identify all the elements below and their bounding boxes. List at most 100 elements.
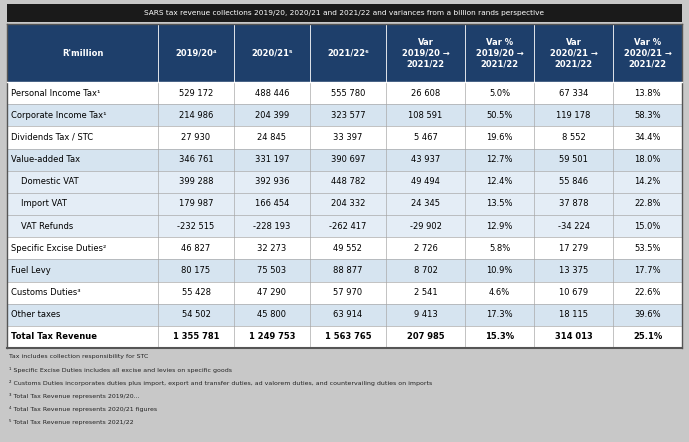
Text: 12.7%: 12.7% [486,155,513,164]
Text: -232 515: -232 515 [177,221,215,231]
Text: ¹ Specific Excise Duties includes all excise and levies on specific goods: ¹ Specific Excise Duties includes all ex… [9,367,232,373]
Text: 17.7%: 17.7% [635,266,661,275]
Text: ⁴ Total Tax Revenue represents 2020/21 figures: ⁴ Total Tax Revenue represents 2020/21 f… [9,406,157,412]
Text: -228 193: -228 193 [254,221,291,231]
Text: Domestic VAT: Domestic VAT [21,177,79,186]
Bar [7,4,682,22]
Text: 207 985: 207 985 [407,332,444,341]
Text: 331 197: 331 197 [255,155,289,164]
Text: 108 591: 108 591 [409,111,443,120]
Bar [7,171,682,193]
Text: 392 936: 392 936 [255,177,289,186]
Text: ⁵ Total Tax Revenue represents 2021/22: ⁵ Total Tax Revenue represents 2021/22 [9,419,134,425]
Bar [7,282,682,304]
Text: Var
2020/21 →
2021/22: Var 2020/21 → 2021/22 [550,38,597,68]
Text: 26 608: 26 608 [411,88,440,98]
Text: 10 679: 10 679 [559,288,588,297]
Text: 119 178: 119 178 [557,111,591,120]
Text: 54 502: 54 502 [182,310,210,319]
Text: 399 288: 399 288 [178,177,214,186]
Text: 5 467: 5 467 [413,133,438,142]
Bar [7,326,682,348]
Text: 63 914: 63 914 [333,310,362,319]
Text: 2021/22⁶: 2021/22⁶ [327,49,369,57]
Text: -29 902: -29 902 [410,221,442,231]
Text: 10.9%: 10.9% [486,266,513,275]
Text: 80 175: 80 175 [181,266,211,275]
Text: -34 224: -34 224 [557,221,590,231]
Bar [7,104,682,126]
Text: 13.8%: 13.8% [635,88,661,98]
Text: 50.5%: 50.5% [486,111,513,120]
Text: 27 930: 27 930 [181,133,211,142]
Bar [7,193,682,215]
Bar [7,149,682,171]
Text: ² Customs Duties incorporates duties plus import, export and transfer duties, ad: ² Customs Duties incorporates duties plu… [9,380,432,386]
Text: 47 290: 47 290 [258,288,287,297]
Text: 555 780: 555 780 [331,88,365,98]
Text: 488 446: 488 446 [255,88,289,98]
Text: 1 563 765: 1 563 765 [325,332,371,341]
Text: 214 986: 214 986 [179,111,213,120]
Text: Other taxes: Other taxes [11,310,61,319]
Bar [7,304,682,326]
Text: 166 454: 166 454 [255,199,289,209]
Text: 12.4%: 12.4% [486,177,513,186]
Text: 4.6%: 4.6% [489,288,511,297]
Text: 390 697: 390 697 [331,155,365,164]
Text: 346 761: 346 761 [178,155,214,164]
Text: 34.4%: 34.4% [635,133,661,142]
Text: 1 249 753: 1 249 753 [249,332,295,341]
Text: 448 782: 448 782 [331,177,365,186]
Text: 43 937: 43 937 [411,155,440,164]
Text: 55 846: 55 846 [559,177,588,186]
Text: Var %
2019/20 →
2021/22: Var % 2019/20 → 2021/22 [475,38,524,68]
Text: Total Tax Revenue: Total Tax Revenue [11,332,97,341]
Text: R'million: R'million [62,49,103,57]
Text: 25.1%: 25.1% [633,332,662,341]
Text: 5.8%: 5.8% [489,244,511,253]
Text: 39.6%: 39.6% [635,310,661,319]
Text: 1 355 781: 1 355 781 [173,332,219,341]
Text: 314 013: 314 013 [555,332,593,341]
Text: 2020/21⁵: 2020/21⁵ [251,49,293,57]
Text: SARS tax revenue collections 2019/20, 2020/21 and 2021/22 and variances from a b: SARS tax revenue collections 2019/20, 20… [145,10,544,16]
Text: Value-added Tax: Value-added Tax [11,155,80,164]
Text: 57 970: 57 970 [333,288,362,297]
Text: Import VAT: Import VAT [21,199,67,209]
Text: 15.0%: 15.0% [635,221,661,231]
Text: 13 375: 13 375 [559,266,588,275]
Text: 12.9%: 12.9% [486,221,513,231]
Text: Customs Duties³: Customs Duties³ [11,288,81,297]
Text: 75 503: 75 503 [258,266,287,275]
Text: 323 577: 323 577 [331,111,365,120]
Text: 18.0%: 18.0% [635,155,661,164]
Text: -262 417: -262 417 [329,221,367,231]
Bar [7,259,682,282]
Text: 24 345: 24 345 [411,199,440,209]
Text: ³ Total Tax Revenue represents 2019/20...: ³ Total Tax Revenue represents 2019/20..… [9,393,140,399]
Text: 204 399: 204 399 [255,111,289,120]
Text: 53.5%: 53.5% [635,244,661,253]
Text: 59 501: 59 501 [559,155,588,164]
Text: 5.0%: 5.0% [489,88,510,98]
Bar [7,24,682,82]
Bar [7,82,682,104]
Text: 18 115: 18 115 [559,310,588,319]
Text: Var
2019/20 →
2021/22: Var 2019/20 → 2021/22 [402,38,449,68]
Text: 2 541: 2 541 [414,288,438,297]
Text: 8 552: 8 552 [562,133,586,142]
Text: Corporate Income Tax¹: Corporate Income Tax¹ [11,111,107,120]
Text: 2 726: 2 726 [413,244,438,253]
Text: 529 172: 529 172 [179,88,213,98]
Text: 45 800: 45 800 [258,310,287,319]
Text: 204 332: 204 332 [331,199,365,209]
Text: 2019/20⁴: 2019/20⁴ [175,49,217,57]
Text: 67 334: 67 334 [559,88,588,98]
Text: 17 279: 17 279 [559,244,588,253]
Text: Personal Income Tax¹: Personal Income Tax¹ [11,88,101,98]
Text: 22.6%: 22.6% [635,288,661,297]
Text: 17.3%: 17.3% [486,310,513,319]
Text: 13.5%: 13.5% [486,199,513,209]
Bar [7,237,682,259]
